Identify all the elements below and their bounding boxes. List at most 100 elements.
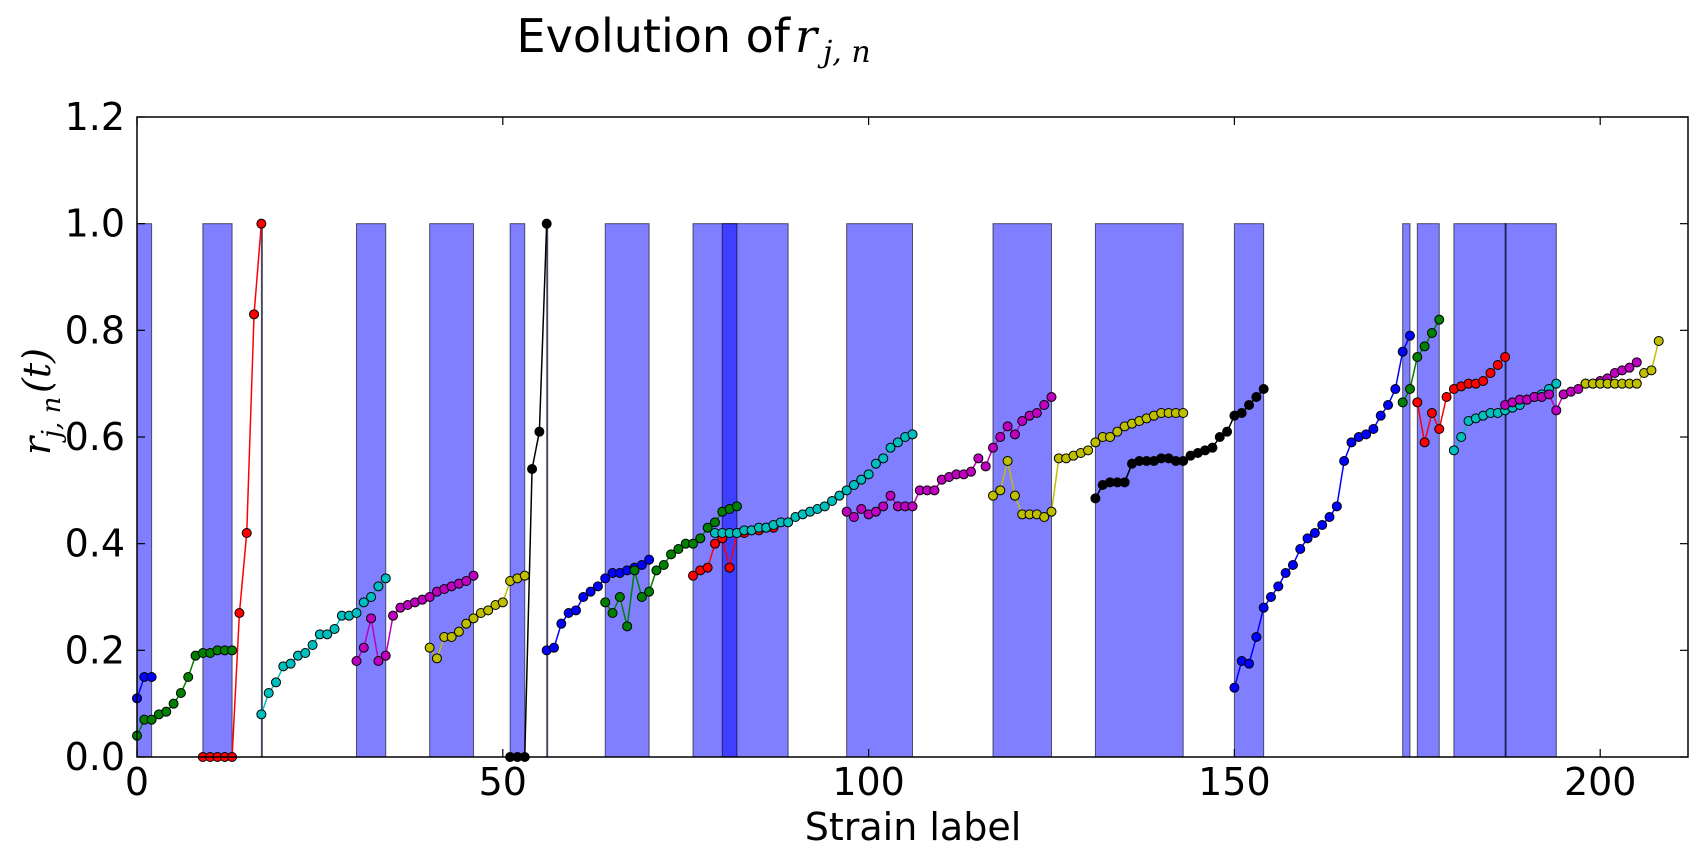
highlight-span-1 <box>202 223 233 758</box>
data-point <box>256 709 267 720</box>
y-tick-label: 0.6 <box>65 415 125 459</box>
data-point <box>1631 357 1642 368</box>
y-axis-label: r j, n (t) <box>15 348 67 455</box>
data-point <box>373 656 384 666</box>
data-point <box>161 706 172 717</box>
data-point <box>461 618 472 629</box>
data-point <box>468 570 479 581</box>
data-point <box>695 533 706 544</box>
data-point <box>358 642 369 653</box>
series-8 <box>600 501 742 632</box>
data-point <box>358 597 369 608</box>
highlight-span-4 <box>429 223 475 758</box>
data-point <box>885 442 896 453</box>
data-point <box>1426 328 1437 338</box>
data-point <box>271 677 282 688</box>
x-tick-label: 0 <box>125 760 149 804</box>
data-point <box>644 586 655 597</box>
data-point <box>673 544 684 554</box>
series-13 <box>1090 384 1269 504</box>
data-point <box>1397 346 1408 357</box>
data-point <box>380 573 391 584</box>
data-point <box>1083 445 1094 456</box>
data-point <box>1573 384 1584 394</box>
data-series <box>132 218 1664 762</box>
data-point <box>856 474 867 485</box>
y-tick-label: 1.0 <box>65 202 125 246</box>
data-point <box>380 650 391 661</box>
data-point <box>461 576 472 586</box>
highlight-span-17 <box>1504 223 1507 758</box>
data-point <box>1244 400 1255 410</box>
highlight-span-2 <box>260 223 263 758</box>
data-point <box>519 570 530 581</box>
data-point <box>256 218 267 229</box>
data-point <box>249 309 260 320</box>
data-point <box>600 597 611 608</box>
y-axis-ticks: 0.0 0.2 0.4 0.6 0.8 1.0 1.2 <box>65 95 1688 779</box>
series-line-19 <box>1585 340 1660 385</box>
data-point <box>622 621 633 632</box>
data-point <box>1551 405 1562 416</box>
data-point <box>1178 408 1189 418</box>
data-point <box>1273 581 1284 592</box>
data-point <box>1258 602 1269 613</box>
data-point <box>995 432 1006 442</box>
data-point <box>1339 456 1350 466</box>
data-point <box>241 528 252 538</box>
data-point <box>1543 389 1554 400</box>
data-point <box>1646 365 1657 376</box>
x-tick-label: 100 <box>832 760 905 804</box>
data-point <box>1009 429 1020 440</box>
data-point <box>688 538 699 549</box>
y-tick-label: 1.2 <box>65 95 125 139</box>
data-point <box>834 490 845 501</box>
data-point <box>1222 426 1233 437</box>
y-tick-label: 0.4 <box>65 522 125 566</box>
data-point <box>614 592 625 602</box>
data-point <box>995 485 1006 496</box>
data-point <box>870 506 881 517</box>
data-point <box>527 464 538 474</box>
data-point <box>1295 544 1306 554</box>
highlight-span-3 <box>355 223 387 758</box>
highlight-span-8 <box>692 223 789 758</box>
data-point <box>885 490 896 501</box>
series-5 <box>424 570 530 664</box>
data-point <box>1361 429 1372 440</box>
series-3 <box>256 573 391 720</box>
data-point <box>1039 512 1050 522</box>
data-point <box>431 653 442 664</box>
data-point <box>1009 490 1020 501</box>
chart-title-math: r <box>795 9 820 63</box>
data-point <box>651 565 662 576</box>
data-point <box>322 629 333 640</box>
series-4 <box>351 570 479 666</box>
data-point <box>1404 330 1415 341</box>
data-point <box>541 218 552 229</box>
data-point <box>870 458 881 469</box>
data-point <box>1046 392 1057 402</box>
series-19 <box>1580 336 1664 389</box>
data-point <box>1090 437 1101 448</box>
data-point <box>892 437 903 448</box>
highlight-span-15 <box>1416 223 1440 758</box>
data-point <box>636 592 647 602</box>
data-point <box>658 560 669 570</box>
data-point <box>1624 362 1635 373</box>
data-point <box>1500 352 1511 362</box>
series-14 <box>1229 330 1415 693</box>
data-point <box>1485 368 1496 378</box>
data-point <box>497 597 508 608</box>
data-point <box>907 429 918 440</box>
data-point <box>446 632 457 642</box>
data-point <box>600 573 611 584</box>
data-point <box>980 461 991 472</box>
data-point <box>987 490 998 501</box>
chart-title-text: Evolution of <box>517 9 792 63</box>
x-axis-ticks: 0 50 100 150 200 <box>125 117 1636 804</box>
data-point <box>666 549 677 560</box>
data-point <box>1302 533 1313 544</box>
data-point <box>578 592 589 602</box>
data-point <box>644 554 655 565</box>
